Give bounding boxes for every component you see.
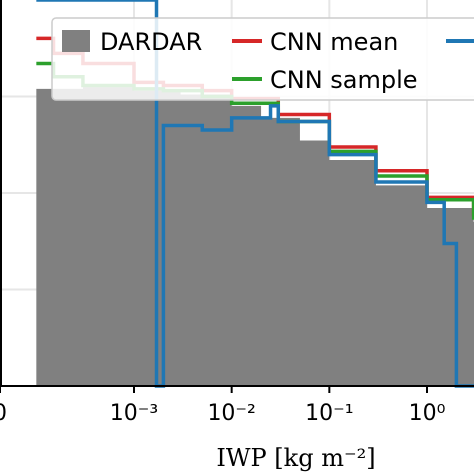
legend: DARDAR CNN mean CNN sample [51,17,474,101]
series-dardar-bars [36,87,474,386]
legend-label-2: CNN sample [270,66,418,94]
axes [0,0,474,387]
dardar-bars [36,87,474,386]
legend-label-1: CNN mean [270,28,398,56]
x-tick-label-4: 10⁰ [409,401,446,426]
x-tick-label-3: 10⁻¹ [305,401,353,426]
legend-box [51,17,474,101]
x-axis-label: IWP [kg m⁻²] [216,444,375,472]
legend-swatch-0 [62,30,90,52]
x-tick-label-2: 10⁻² [207,401,255,426]
series-line-3 [36,0,474,388]
x-tick-label-0: 0 [0,401,7,426]
x-ticks: 0 10⁻³ 10⁻² 10⁻¹ 10⁰ [0,386,446,426]
legend-label-0: DARDAR [100,28,202,56]
x-tick-label-1: 10⁻³ [110,401,158,426]
